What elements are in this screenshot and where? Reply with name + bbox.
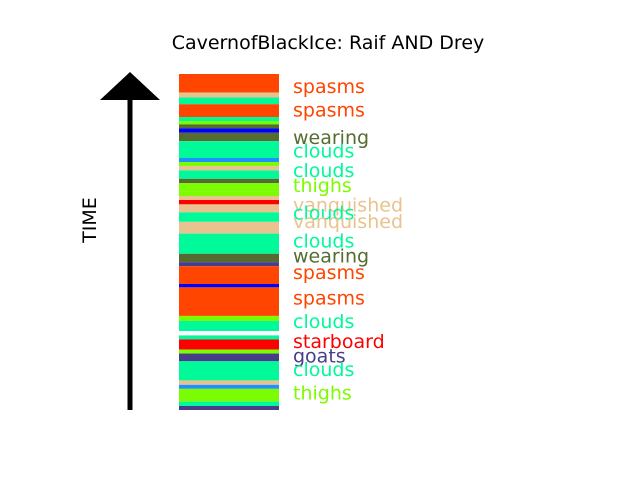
timeline-stripe — [179, 284, 279, 288]
timeline-stripe — [179, 405, 279, 410]
timeline-stripe — [179, 162, 279, 167]
stripe-label: thighs — [293, 383, 352, 405]
timeline-stripe — [179, 117, 279, 122]
timeline-stripe — [179, 388, 279, 402]
timeline-stripe — [179, 339, 279, 350]
chart-title: CavernofBlackIce: Raif AND Drey — [172, 32, 485, 54]
stripe-label: clouds — [293, 359, 354, 381]
timeline-stripe — [179, 195, 279, 200]
timeline-stripe — [179, 262, 279, 267]
stripe-label: spasms — [293, 76, 365, 98]
stripe-label: spasms — [293, 287, 365, 309]
timeline-stripe — [179, 141, 279, 158]
timeline-stripe — [179, 158, 279, 163]
timeline-stripe — [179, 128, 279, 133]
y-axis-label: TIME — [79, 197, 101, 244]
stripe-label: clouds — [293, 202, 354, 224]
timeline-stripe — [179, 74, 279, 93]
timeline-stripe — [179, 97, 279, 105]
stripe-group — [179, 74, 279, 410]
stripe-label: vanquished — [293, 194, 403, 216]
timeline-stripe — [179, 221, 279, 234]
timeline-stripe — [179, 266, 279, 284]
timeline-stripe — [179, 331, 279, 336]
stripe-label: clouds — [293, 160, 354, 182]
stripe-label: clouds — [293, 311, 354, 333]
timeline-stripe — [179, 212, 279, 222]
stripe-label: vanquished — [293, 211, 403, 233]
timeline-stripe — [179, 287, 279, 316]
stripe-label: thighs — [293, 175, 352, 197]
timeline-stripe — [179, 170, 279, 179]
label-group: spasmsspasmswearingcloudscloudsthighsvan… — [293, 76, 403, 405]
timeline-stripe — [179, 166, 279, 171]
timeline-stripe — [179, 335, 279, 340]
timeline-stripe — [179, 92, 279, 98]
stripe-label: spasms — [293, 99, 365, 121]
stripe-label: clouds — [293, 141, 354, 163]
stripe-label: clouds — [293, 230, 354, 252]
timeline-stripe — [179, 349, 279, 354]
stripe-label: goats — [293, 346, 346, 368]
stripe-label: starboard — [293, 331, 385, 353]
timeline-stripe — [179, 121, 279, 125]
timeline-stripe — [179, 132, 279, 142]
timeline-stripe — [179, 315, 279, 321]
timeline-stripe — [179, 380, 279, 385]
stripe-label: wearing — [293, 245, 369, 267]
timeline-stripe — [179, 183, 279, 192]
timeline-stripe — [179, 124, 279, 129]
timeline-stripe — [179, 353, 279, 362]
timeline-stripe — [179, 233, 279, 254]
stripe-label: wearing — [293, 127, 369, 149]
timeline-stripe — [179, 204, 279, 213]
stripe-label: spasms — [293, 262, 365, 284]
timeline-stripe — [179, 191, 279, 196]
timeline-stripe — [179, 178, 279, 184]
timeline-stripe — [179, 104, 279, 118]
time-arrow-head — [100, 72, 160, 100]
timeline-stripe — [179, 200, 279, 205]
timeline-stripe — [179, 361, 279, 381]
timeline-stripe — [179, 320, 279, 332]
timeline-stripe — [179, 384, 279, 389]
timeline-stripe — [179, 401, 279, 406]
timeline-stripe — [179, 253, 279, 263]
